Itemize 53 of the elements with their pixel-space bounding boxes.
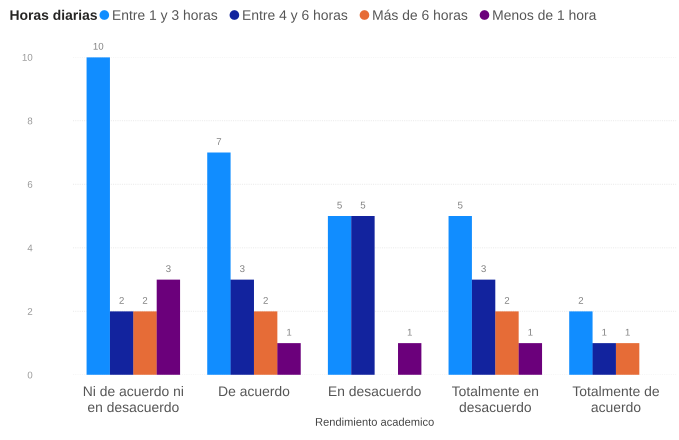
- y-tick-label: 4: [28, 244, 32, 252]
- legend-label: Menos de 1 hora: [493, 10, 596, 20]
- data-label: 2: [119, 296, 124, 304]
- bar: [254, 311, 278, 375]
- bar: [592, 343, 616, 375]
- x-tick-label: De acuerdo: [219, 386, 290, 396]
- bar: [472, 280, 496, 375]
- bar: [277, 343, 301, 375]
- x-tick-label: Ni de acuerdo ni en desacuerdo: [84, 386, 183, 412]
- y-tick-label: 10: [22, 54, 32, 61]
- data-label: 2: [504, 296, 510, 304]
- data-label: 3: [240, 265, 245, 272]
- legend-title: Horas diarias: [10, 10, 97, 20]
- x-tick-label: Totalmente en desacuerdo: [452, 386, 538, 412]
- data-label: 3: [166, 265, 171, 272]
- y-tick-label: 2: [28, 308, 32, 315]
- data-label: 1: [528, 328, 533, 336]
- bar: [351, 216, 375, 375]
- bar: [518, 343, 542, 375]
- x-tick-label: Totalmente de acuerdo: [572, 386, 659, 412]
- legend-label: Más de 6 horas: [373, 10, 468, 20]
- bar: [207, 152, 231, 375]
- data-label: 2: [142, 296, 148, 304]
- data-label: 1: [602, 328, 606, 336]
- data-label: 1: [626, 328, 630, 336]
- bar: [328, 216, 352, 375]
- bar: [495, 311, 519, 375]
- legend-label: Entre 4 y 6 horas: [243, 10, 348, 23]
- y-tick-label: 0: [28, 372, 32, 378]
- data-label: 7: [216, 138, 222, 145]
- x-axis-title: Rendimiento academico: [316, 418, 434, 426]
- data-label: 1: [287, 328, 292, 336]
- bar: [230, 280, 254, 375]
- bar: [398, 343, 422, 375]
- bar: [616, 343, 640, 375]
- legend-label: Entre 1 y 3 horas: [113, 10, 218, 23]
- y-tick-label: 8: [28, 117, 32, 124]
- data-label: 10: [94, 42, 104, 50]
- bar: [133, 311, 157, 375]
- bar: [110, 311, 134, 375]
- data-label: 5: [458, 202, 463, 209]
- y-tick-label: 6: [28, 181, 32, 188]
- bar: [156, 280, 180, 375]
- data-label: 1: [408, 328, 412, 336]
- data-label: 5: [360, 202, 366, 209]
- data-label: 3: [481, 265, 486, 272]
- data-label: 2: [578, 296, 584, 304]
- bar: [448, 216, 472, 375]
- bar: [86, 57, 110, 375]
- bar: [569, 311, 593, 375]
- x-tick-label: En desacuerdo: [329, 386, 421, 396]
- data-label: 5: [337, 202, 342, 209]
- data-label: 2: [263, 296, 268, 304]
